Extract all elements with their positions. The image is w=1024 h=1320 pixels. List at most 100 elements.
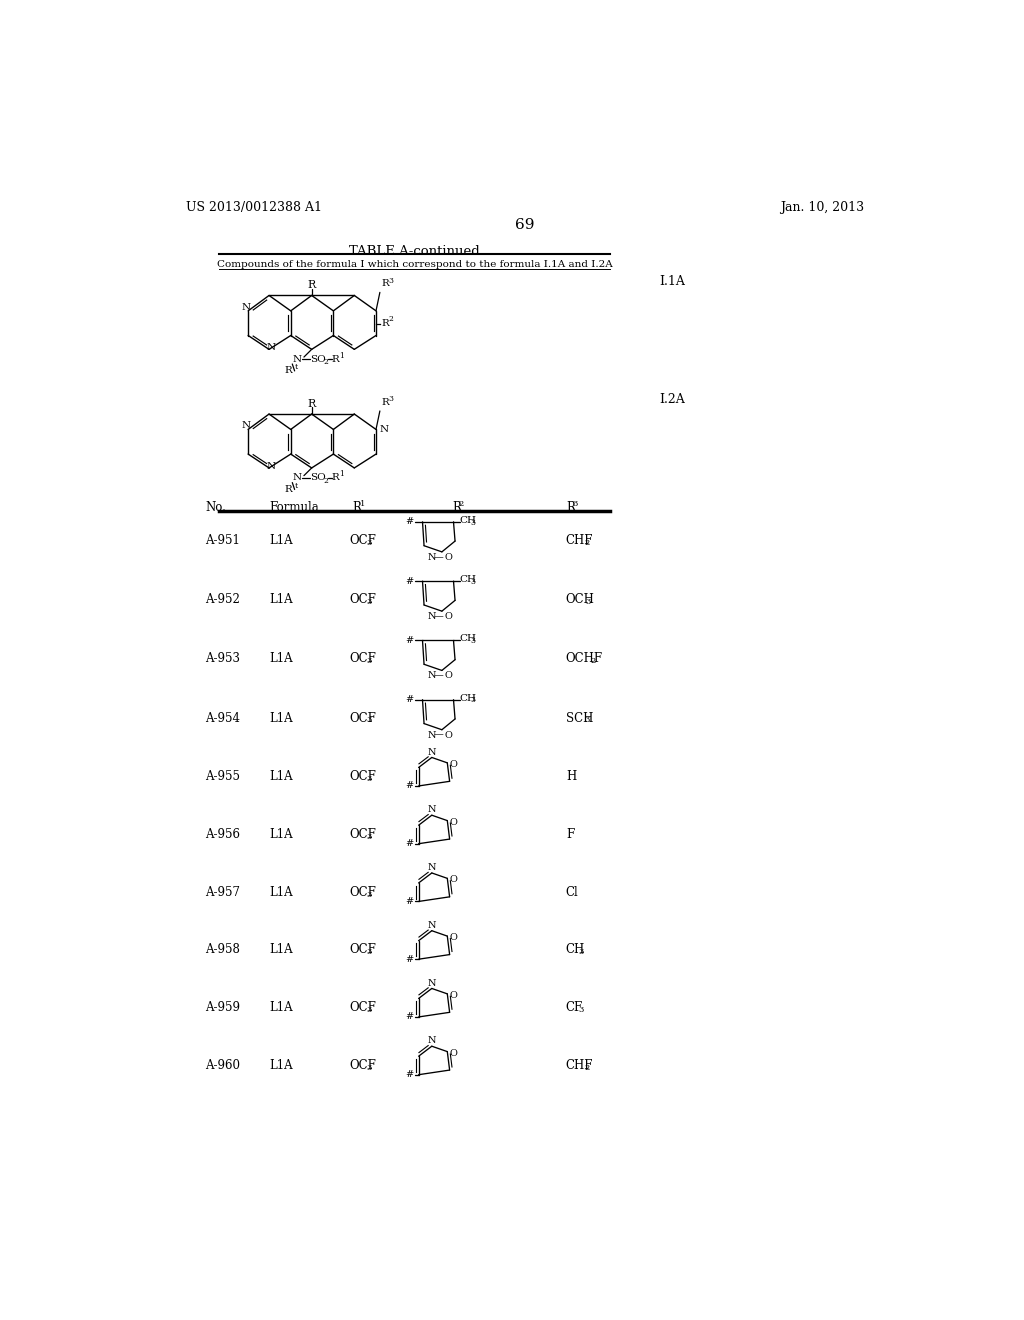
Text: O: O [450, 875, 458, 884]
Text: OCF: OCF [349, 1001, 376, 1014]
Text: 69: 69 [515, 218, 535, 232]
Text: R: R [285, 484, 292, 494]
Text: #: # [406, 696, 414, 704]
Text: #: # [406, 1071, 414, 1080]
Text: OCF: OCF [349, 533, 376, 546]
Text: L1A: L1A [270, 533, 294, 546]
Text: Formula: Formula [270, 500, 319, 513]
Text: 3: 3 [471, 519, 475, 527]
Text: O: O [450, 933, 458, 942]
Text: 2: 2 [324, 477, 328, 484]
Text: 3: 3 [366, 598, 372, 606]
Text: O: O [450, 991, 458, 999]
Text: CF: CF [566, 1001, 583, 1014]
Text: SO: SO [310, 474, 326, 482]
Text: 3: 3 [572, 500, 579, 508]
Text: Jan. 10, 2013: Jan. 10, 2013 [780, 201, 864, 214]
Text: N: N [428, 747, 436, 756]
Text: O: O [450, 817, 458, 826]
Text: 3: 3 [471, 578, 475, 586]
Text: —: — [433, 672, 442, 680]
Text: OCF: OCF [349, 886, 376, 899]
Text: —: — [433, 612, 442, 620]
Text: 3: 3 [366, 657, 372, 665]
Text: F: F [566, 828, 574, 841]
Text: 3: 3 [585, 717, 590, 725]
Text: A-954: A-954 [206, 711, 241, 725]
Text: 3: 3 [366, 717, 372, 725]
Text: A-955: A-955 [206, 770, 241, 783]
Text: O: O [450, 760, 458, 768]
Text: A-952: A-952 [206, 593, 241, 606]
Text: R: R [307, 399, 315, 409]
Text: OCH: OCH [566, 593, 595, 606]
Text: R: R [381, 280, 389, 288]
Text: #: # [406, 577, 414, 586]
Text: CH: CH [460, 516, 477, 525]
Text: N: N [293, 474, 301, 482]
Text: L1A: L1A [270, 593, 294, 606]
Text: OCF: OCF [349, 652, 376, 665]
Text: R: R [452, 500, 461, 513]
Text: CH: CH [566, 944, 585, 957]
Text: N: N [428, 978, 436, 987]
Text: O: O [444, 553, 452, 562]
Text: 3: 3 [388, 277, 393, 285]
Text: 3: 3 [366, 833, 372, 841]
Text: L1A: L1A [270, 886, 294, 899]
Text: CH: CH [460, 576, 477, 583]
Text: CH: CH [460, 635, 477, 643]
Text: R: R [332, 355, 340, 364]
Text: L1A: L1A [270, 828, 294, 841]
Text: 3: 3 [471, 638, 475, 645]
Text: A-956: A-956 [206, 828, 241, 841]
Text: 2: 2 [585, 1064, 590, 1072]
Text: R: R [307, 280, 315, 290]
Text: SCH: SCH [566, 711, 593, 725]
Text: I.2A: I.2A [658, 393, 685, 407]
Text: SO: SO [310, 355, 326, 364]
Text: R: R [566, 500, 574, 513]
Text: OCF: OCF [349, 828, 376, 841]
Text: I.1A: I.1A [658, 276, 685, 289]
Text: A-951: A-951 [206, 533, 241, 546]
Text: N: N [428, 612, 436, 620]
Text: 3: 3 [366, 1064, 372, 1072]
Text: 3: 3 [366, 891, 372, 899]
Text: CH: CH [460, 694, 477, 702]
Text: #: # [406, 517, 414, 527]
Text: #: # [406, 636, 414, 645]
Text: H: H [566, 770, 577, 783]
Text: 2: 2 [324, 359, 328, 367]
Text: N: N [428, 672, 436, 680]
Text: 3: 3 [388, 396, 393, 404]
Text: O: O [444, 612, 452, 620]
Text: 3: 3 [579, 1006, 584, 1014]
Text: R: R [332, 474, 340, 482]
Text: 3: 3 [366, 539, 372, 546]
Text: Compounds of the formula I which correspond to the formula I.1A and I.2A: Compounds of the formula I which corresp… [217, 260, 612, 269]
Text: #: # [406, 840, 414, 849]
Text: TABLE A-continued: TABLE A-continued [349, 244, 480, 257]
Text: t: t [295, 363, 298, 371]
Text: R: R [381, 318, 389, 327]
Text: A-960: A-960 [206, 1059, 241, 1072]
Text: #: # [406, 1012, 414, 1022]
Text: t: t [295, 482, 298, 490]
Text: 2: 2 [388, 315, 393, 323]
Text: OCF: OCF [349, 944, 376, 957]
Text: L1A: L1A [270, 652, 294, 665]
Text: #: # [406, 954, 414, 964]
Text: 3: 3 [586, 598, 591, 606]
Text: N: N [242, 421, 250, 430]
Text: 3: 3 [366, 775, 372, 783]
Text: OCHF: OCHF [566, 652, 603, 665]
Text: R: R [285, 367, 292, 375]
Text: US 2013/0012388 A1: US 2013/0012388 A1 [186, 201, 323, 214]
Text: A-953: A-953 [206, 652, 241, 665]
Text: #: # [406, 898, 414, 906]
Text: 1: 1 [339, 470, 344, 478]
Text: 2: 2 [585, 539, 590, 546]
Text: L1A: L1A [270, 770, 294, 783]
Text: N: N [428, 1036, 436, 1045]
